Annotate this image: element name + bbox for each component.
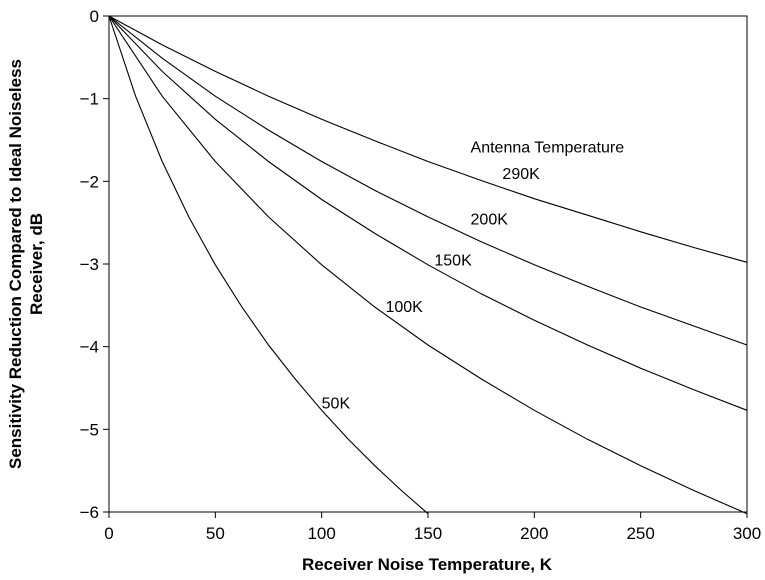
x-tick-label: 250 bbox=[626, 524, 654, 543]
y-tick-label: −3 bbox=[80, 255, 99, 274]
x-tick-label: 300 bbox=[733, 524, 761, 543]
y-tick-label: −6 bbox=[80, 503, 99, 522]
x-tick-label: 50 bbox=[206, 524, 225, 543]
x-tick-label: 200 bbox=[520, 524, 548, 543]
y-tick-label: 0 bbox=[90, 7, 99, 26]
x-axis-title: Receiver Noise Temperature, K bbox=[302, 555, 553, 574]
curve-label-100k: 100K bbox=[385, 299, 423, 316]
axes: 0 50 100 150 200 250 300 0 −1 −2 −3 −4 −5 −6 bbox=[80, 7, 762, 543]
y-axis-title-line-2: Receiver, dB bbox=[27, 213, 46, 315]
plot-frame bbox=[108, 15, 748, 513]
axis-titles: Receiver Noise Temperature, K Sensitivit… bbox=[6, 59, 553, 574]
x-tick-label: 0 bbox=[104, 524, 113, 543]
y-tick-label: −2 bbox=[80, 172, 99, 191]
y-tick-label: −4 bbox=[80, 338, 99, 357]
curve-label-290k: 290K bbox=[502, 166, 540, 183]
series-line-100k bbox=[108, 15, 748, 515]
series-line-290k bbox=[108, 15, 748, 263]
series-lines bbox=[108, 15, 748, 515]
curve-label-150k: 150K bbox=[434, 253, 472, 270]
series-line-200k bbox=[108, 15, 748, 346]
series-line-150k bbox=[108, 15, 748, 411]
y-tick-label: −1 bbox=[80, 90, 99, 109]
curve-label-200k: 200K bbox=[471, 211, 509, 228]
series-line-50k bbox=[108, 15, 429, 515]
legend-title: Antenna Temperature bbox=[471, 139, 625, 156]
y-axis-title-line-1: Sensitivity Reduction Compared to Ideal … bbox=[6, 59, 25, 469]
curve-labels: Antenna Temperature 290K 200K 150K 100K 50K bbox=[322, 139, 625, 412]
y-tick-label: −5 bbox=[80, 420, 99, 439]
curve-label-50k: 50K bbox=[322, 396, 351, 413]
x-tick-label: 150 bbox=[414, 524, 442, 543]
x-tick-label: 100 bbox=[307, 524, 335, 543]
